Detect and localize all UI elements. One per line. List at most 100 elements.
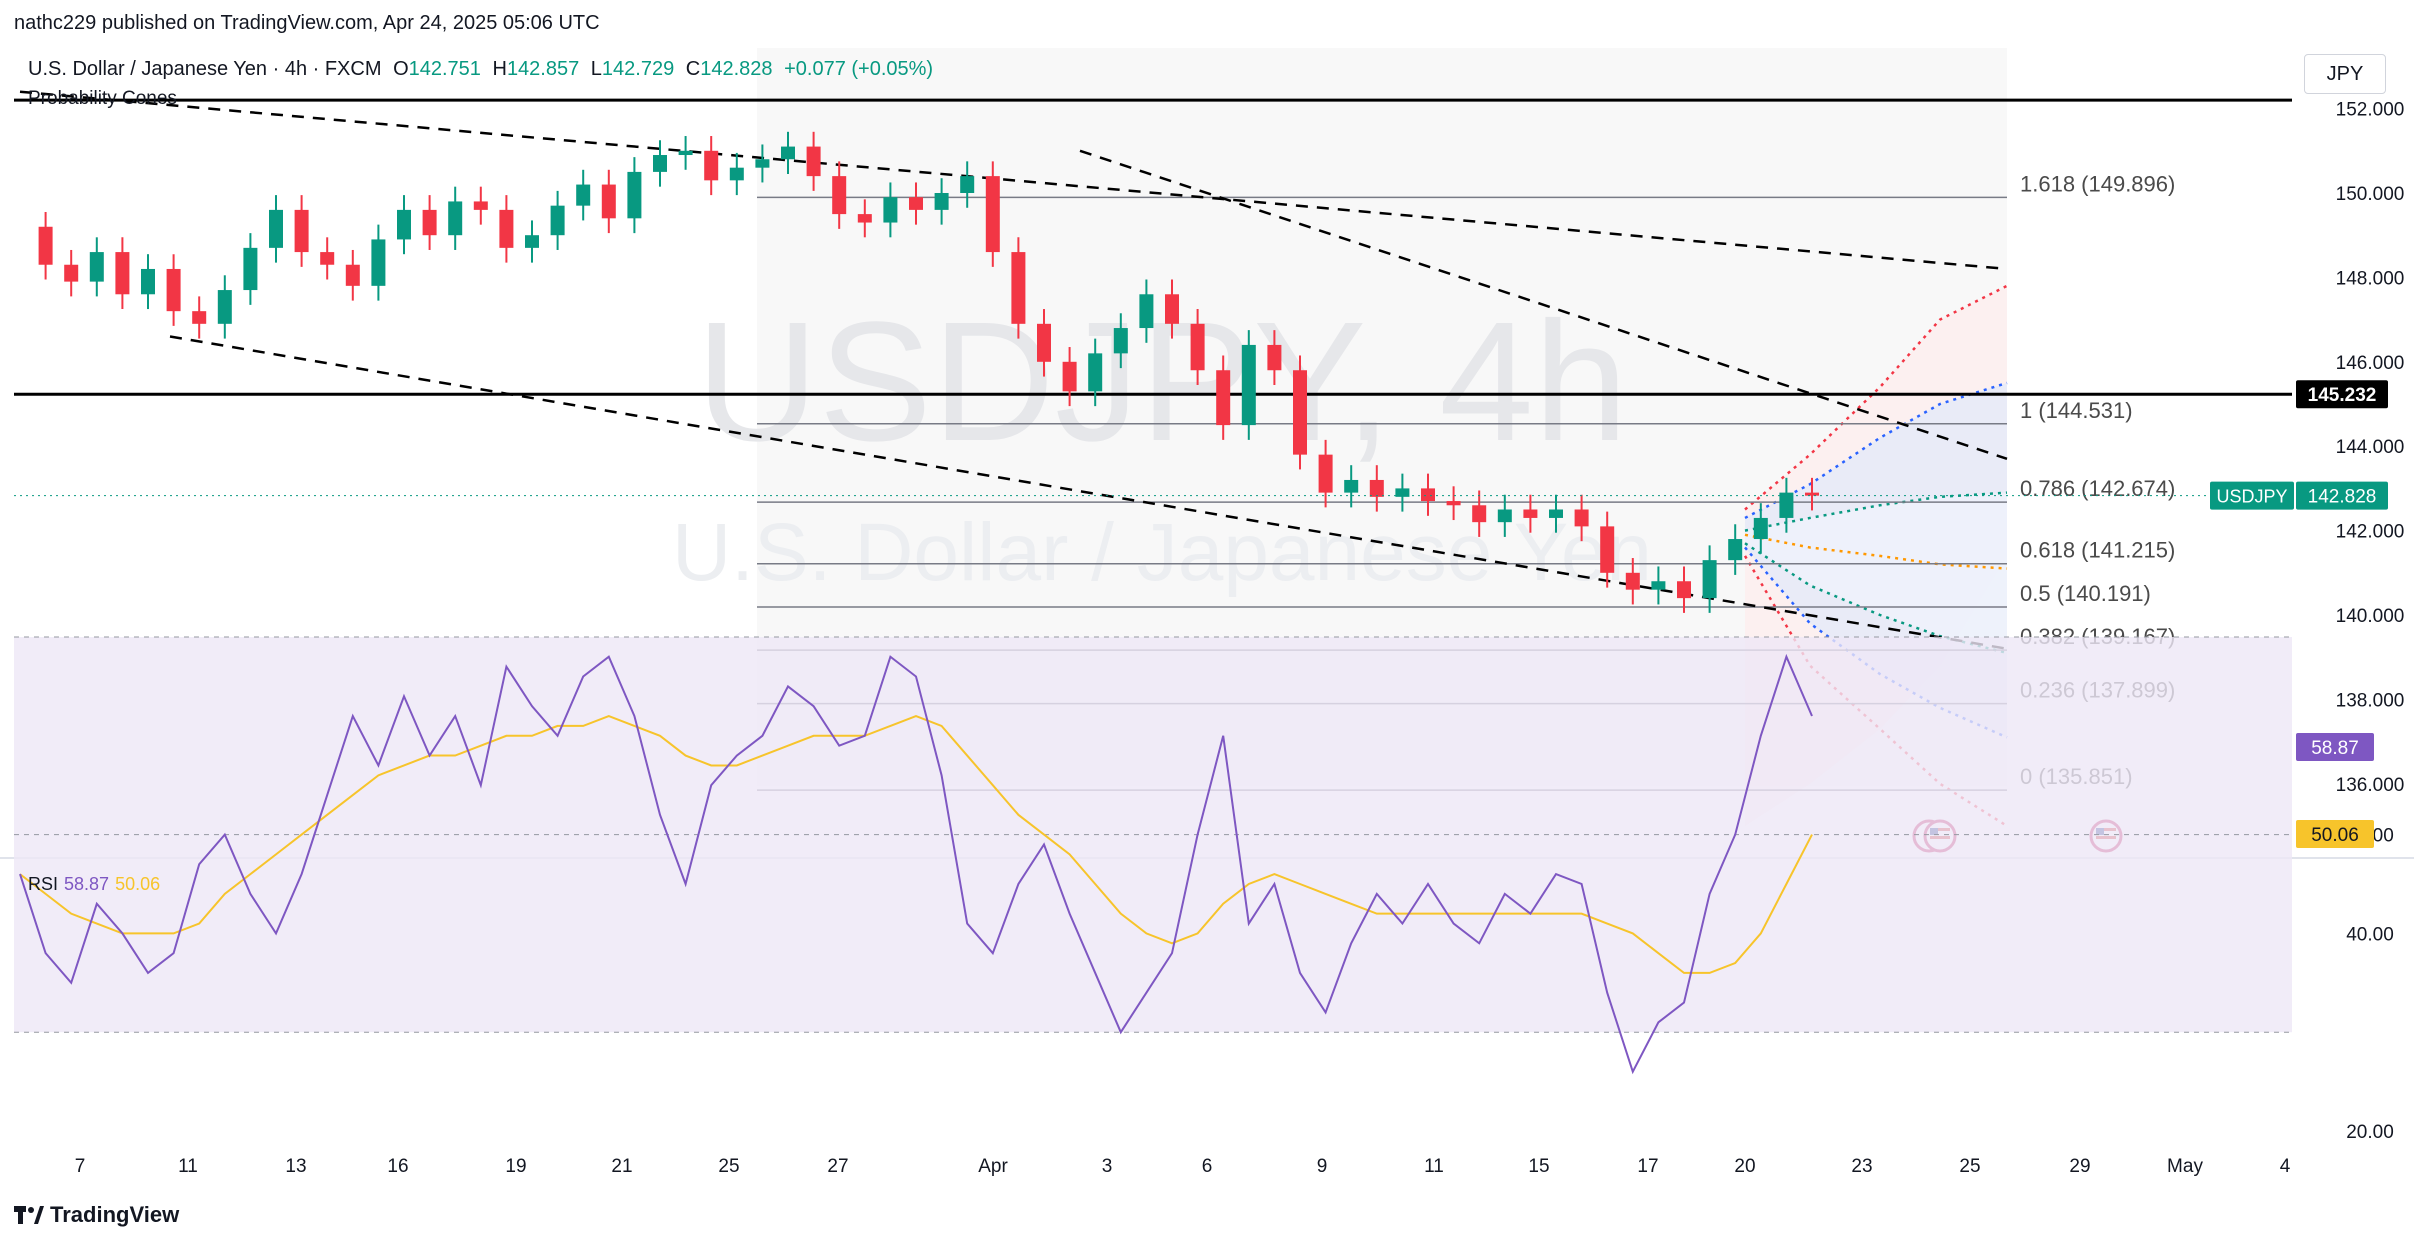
candle-body[interactable] [64, 264, 79, 282]
time-tick-label: 16 [387, 1156, 408, 1177]
rsi-pane [14, 636, 2292, 1075]
candle-body[interactable] [1472, 505, 1487, 523]
price-tick-label: 140.000 [2336, 606, 2405, 627]
candle-body[interactable] [601, 184, 616, 219]
candle-body[interactable] [1190, 323, 1205, 371]
candle-body[interactable] [1318, 454, 1333, 493]
candle-body[interactable] [1702, 560, 1717, 599]
last-price-tag-label: 142.828 [2308, 487, 2377, 508]
candle-body[interactable] [755, 159, 770, 168]
candle-body[interactable] [141, 268, 155, 295]
candle-body[interactable] [1241, 344, 1256, 426]
candle-body[interactable] [269, 209, 283, 248]
candle-body[interactable] [320, 252, 335, 265]
candle-body[interactable] [1446, 501, 1461, 506]
candle-body[interactable] [1369, 479, 1384, 497]
candle-body[interactable] [806, 146, 821, 177]
fib-level-label: 1 (144.531) [2020, 398, 2133, 423]
trendline[interactable] [19, 90, 2008, 271]
candle-body[interactable] [1651, 581, 1666, 590]
candle-body[interactable] [1267, 344, 1282, 371]
candle-body[interactable] [729, 167, 744, 181]
rsi-legend[interactable]: RSI 58.87 50.06 [28, 874, 160, 895]
candle-body[interactable] [294, 209, 309, 253]
currency-button[interactable]: JPY [2304, 54, 2386, 94]
candle-body[interactable] [1677, 581, 1691, 599]
candle-body[interactable] [1293, 370, 1307, 455]
candle-body[interactable] [1497, 509, 1512, 523]
tradingview-logo[interactable]: TradingView [14, 1202, 179, 1228]
candle-body[interactable] [473, 201, 488, 210]
candle-body[interactable] [1523, 509, 1538, 518]
candle-body[interactable] [397, 209, 411, 240]
candle-body[interactable] [1139, 294, 1154, 329]
candle-body[interactable] [883, 197, 898, 223]
candle-body[interactable] [166, 268, 181, 312]
candle-body[interactable] [678, 150, 693, 156]
candle-body[interactable] [909, 197, 923, 210]
price-axis[interactable]: 152.000 150.000 148.000 146.000 144.000 142.0… [2336, 100, 2405, 796]
open-label: O [393, 58, 409, 80]
candle-body[interactable] [960, 176, 975, 193]
candle-body[interactable] [1113, 328, 1128, 354]
low-number: 142.729 [601, 58, 675, 80]
candle-body[interactable] [1728, 539, 1743, 561]
candle-body[interactable] [217, 290, 232, 324]
candle-body[interactable] [1062, 361, 1077, 392]
candle-body[interactable] [192, 311, 207, 324]
candle-body[interactable] [985, 176, 1000, 253]
candle-body[interactable] [832, 176, 847, 215]
candle-body[interactable] [857, 214, 872, 223]
candle-body[interactable] [1625, 572, 1640, 590]
rsi-tick-label: 40.00 [2346, 924, 2394, 945]
candle-body[interactable] [1088, 353, 1103, 392]
candle-body[interactable] [371, 239, 386, 286]
candle-body[interactable] [1395, 488, 1410, 497]
candle-body[interactable] [550, 205, 565, 236]
candle-body[interactable] [653, 155, 667, 172]
last-price-tag [2296, 481, 2388, 510]
candle-body[interactable] [704, 150, 719, 181]
candle-body[interactable] [1753, 517, 1768, 540]
candle-body[interactable] [1037, 323, 1051, 362]
candle-body[interactable] [1421, 488, 1435, 502]
rsi-ma-value: 50.06 [115, 874, 161, 894]
candle-body[interactable] [781, 146, 795, 160]
candle-body[interactable] [115, 252, 130, 295]
trendline[interactable] [1079, 149, 2008, 461]
time-tick-label: 7 [75, 1156, 86, 1177]
candle-body[interactable] [499, 209, 514, 248]
candle-body[interactable] [89, 252, 104, 282]
candle-body[interactable] [1011, 252, 1026, 324]
candle-body[interactable] [627, 171, 642, 219]
candle-body[interactable] [1344, 479, 1359, 493]
candle-body[interactable] [525, 235, 539, 248]
candle-body[interactable] [1574, 509, 1589, 527]
candle-body[interactable] [1779, 492, 1794, 518]
symbol-legend[interactable]: U.S. Dollar / Japanese Yen · 4h · FXCM O… [28, 58, 939, 81]
symbol-title[interactable]: U.S. Dollar / Japanese Yen · 4h · FXCM [28, 58, 382, 80]
trendline[interactable] [169, 335, 2008, 650]
candle-body[interactable] [1600, 526, 1615, 573]
indicator-label[interactable]: Probability Cones [28, 88, 177, 109]
candle-body[interactable] [1216, 370, 1231, 426]
price-tick-label: 146.000 [2336, 353, 2405, 374]
candle-body[interactable] [1805, 492, 1819, 496]
time-tick-label: 3 [1102, 1156, 1113, 1177]
candle-body[interactable] [576, 184, 591, 206]
time-tick-label: 27 [827, 1156, 848, 1177]
candle-body[interactable] [243, 247, 258, 291]
candle-body[interactable] [38, 226, 53, 265]
candle-body[interactable] [422, 209, 437, 236]
cone-near-fill [1745, 492, 2007, 653]
rsi-label[interactable]: RSI [28, 874, 59, 894]
fib-level-label: 1.618 (149.896) [2020, 171, 2175, 196]
candle-body[interactable] [1549, 509, 1563, 518]
candle-body[interactable] [448, 201, 463, 236]
candle-body[interactable] [934, 193, 949, 210]
time-axis[interactable]: 7 11 13 16 19 21 25 27 Apr 3 6 9 11 15 17 20 23 25 29 May 4 [75, 1156, 2291, 1177]
candle-body[interactable] [345, 264, 360, 286]
candle-body[interactable] [1165, 294, 1179, 324]
